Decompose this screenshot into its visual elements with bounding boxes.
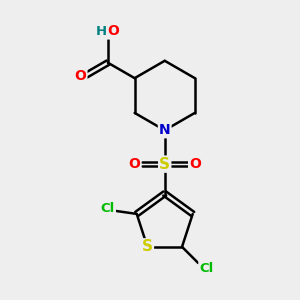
Text: S: S	[159, 157, 170, 172]
Text: O: O	[107, 25, 119, 38]
Text: H: H	[96, 25, 107, 38]
Text: Cl: Cl	[199, 262, 214, 275]
Text: S: S	[142, 239, 153, 254]
Text: O: O	[189, 157, 201, 171]
Text: Cl: Cl	[101, 202, 115, 214]
Text: N: N	[159, 123, 170, 137]
Text: O: O	[128, 157, 140, 171]
Text: O: O	[75, 69, 86, 83]
